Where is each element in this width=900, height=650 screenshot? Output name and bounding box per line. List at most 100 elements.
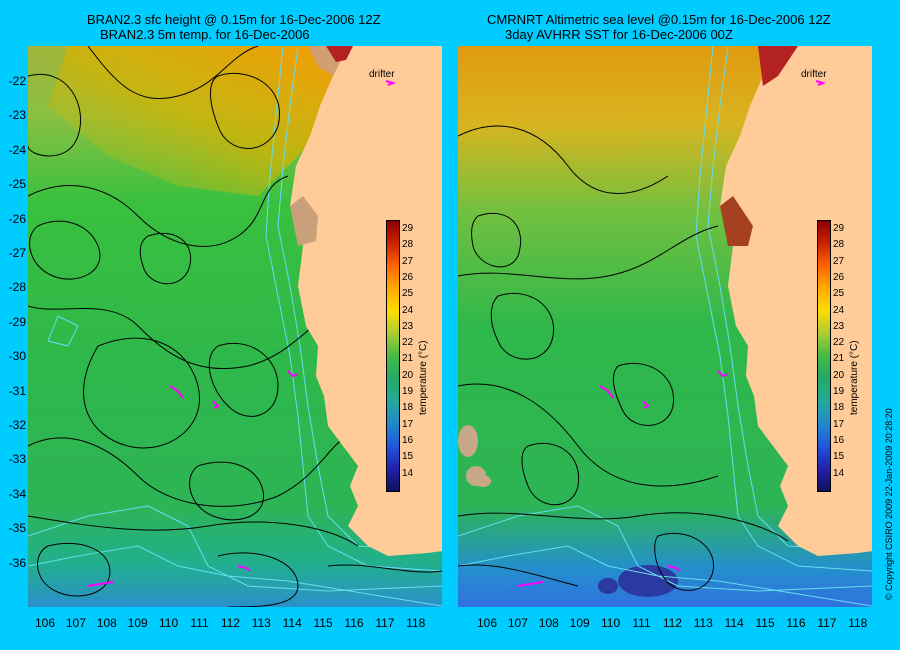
colorbar-tick-label: 14 (402, 467, 414, 479)
colorbar-title: temperature (°C) (849, 340, 860, 415)
warm-water-region (48, 46, 348, 196)
lon-tick-label: 110 (601, 616, 621, 630)
lon-tick-label: 106 (34, 616, 56, 630)
colorbar-title: temperature (°C) (418, 340, 429, 415)
colorbar-tick-label: 26 (833, 271, 845, 283)
colorbar-tick-label: 22 (833, 337, 845, 349)
colorbar-ramp (386, 220, 400, 492)
right-map-panel (458, 46, 872, 607)
lon-tick-label: 117 (375, 616, 395, 630)
land-warm-east (720, 196, 753, 246)
lat-tick-label: -25 (8, 177, 26, 192)
left-map-panel (28, 46, 442, 607)
lon-tick-label: 108 (96, 616, 117, 630)
lon-tick-label: 118 (406, 616, 426, 630)
lat-tick-label: -35 (8, 521, 26, 536)
colorbar-tick-label: 26 (402, 271, 414, 283)
lon-tick-label: 116 (786, 616, 806, 630)
lat-tick-label: -30 (8, 349, 26, 364)
lon-tick-label: 114 (724, 616, 744, 630)
colorbar-tick-label: 29 (402, 223, 414, 234)
colorbar-tick-label: 15 (833, 451, 845, 463)
lat-tick-label: -32 (8, 418, 26, 432)
colorbar-ramp (817, 220, 831, 492)
lon-tick-label: 109 (127, 616, 148, 630)
colorbar-tick-label: 29 (833, 223, 845, 234)
lon-tick-label: 118 (848, 616, 868, 630)
lat-tick-label: -33 (8, 452, 26, 467)
drifter-label-right: drifter (801, 69, 827, 80)
lat-tick-label: -34 (8, 486, 26, 501)
colorbar-tick-label: 17 (833, 418, 845, 430)
colorbar-tick-label: 19 (833, 386, 845, 397)
colorbar-tick-label: 27 (402, 255, 414, 267)
colorbar-tick-label: 18 (833, 402, 845, 414)
lat-tick-label: -27 (8, 246, 26, 260)
lon-tick-label: 111 (632, 616, 651, 630)
colorbar-tick-label: 18 (402, 402, 414, 414)
lon-tick-label: 112 (220, 616, 240, 630)
colorbar-tick-label: 16 (833, 434, 845, 446)
lat-tick-label: -24 (8, 142, 26, 157)
lon-tick-label: 114 (282, 616, 302, 630)
colorbar-tick-label: 23 (833, 320, 845, 332)
land-mass (290, 46, 442, 556)
colorbar-tick-label: 19 (402, 386, 414, 397)
lat-tick-label: -26 (8, 211, 26, 226)
lon-tick-label: 107 (507, 616, 528, 630)
colorbar-tick-label: 20 (833, 369, 845, 381)
lon-tick-label: 110 (159, 616, 179, 630)
lon-tick-label: 107 (65, 616, 86, 630)
colorbar-tick-label: 14 (833, 467, 845, 479)
colorbar-tick-label: 21 (833, 353, 845, 365)
sea-level-contours (458, 125, 789, 591)
lon-tick-label: 109 (569, 616, 590, 630)
colorbar-tick-label: 22 (402, 337, 414, 349)
lat-tick-label: -29 (8, 314, 26, 329)
colorbar-tick-label: 25 (402, 288, 414, 300)
drifter-label-left: drifter (369, 69, 395, 80)
lon-tick-label: 115 (313, 616, 333, 630)
left-map-svg (28, 46, 442, 607)
lon-tick-label: 106 (476, 616, 498, 630)
lon-tick-label: 117 (817, 616, 837, 630)
cold-patches (598, 565, 678, 597)
colorbar-tick-label: 28 (833, 239, 845, 251)
colorbar-tick-label: 23 (402, 320, 414, 332)
lon-tick-label: 111 (190, 616, 209, 630)
lat-tick-label: -31 (8, 383, 26, 398)
colorbar-tick-label: 21 (402, 353, 414, 365)
right-title-line2: 3day AVHRR SST for 16-Dec-2006 00Z (505, 27, 733, 42)
colorbar-tick-label: 27 (833, 255, 845, 267)
colorbar-tick-label: 20 (402, 369, 414, 381)
drifter-tracks (87, 80, 397, 587)
lat-tick-label: -22 (8, 74, 26, 88)
bathymetry-lines (28, 46, 442, 607)
sea-level-contours (28, 46, 442, 607)
lon-tick-label: 113 (251, 616, 271, 630)
copyright-text: © Copyright CSIRO 2009 22-Jan-2009 20:28… (884, 408, 894, 600)
land-warm-north (758, 46, 798, 86)
lon-tick-label: 113 (693, 616, 713, 630)
lat-tick-label: -23 (8, 108, 26, 123)
left-title-line1: BRAN2.3 sfc height @ 0.15m for 16-Dec-20… (87, 12, 381, 27)
right-title-line1: CMRNRT Altimetric sea level @0.15m for 1… (487, 12, 831, 27)
colorbar-tick-label: 25 (833, 288, 845, 300)
lat-tick-label: -28 (8, 280, 26, 295)
colorbar-tick-label: 17 (402, 418, 414, 430)
cloud-mask (458, 425, 491, 487)
land-warm-north (326, 46, 353, 62)
lon-tick-label: 116 (344, 616, 364, 630)
drifter-tracks (517, 80, 827, 587)
lon-tick-label: 112 (662, 616, 682, 630)
land-mass (720, 46, 872, 556)
colorbar-tick-label: 28 (402, 239, 414, 251)
lat-tick-label: -36 (8, 555, 26, 570)
lon-tick-label: 108 (538, 616, 559, 630)
lon-tick-label: 115 (755, 616, 775, 630)
colorbar-tick-label: 24 (833, 304, 845, 316)
land-island (290, 196, 318, 246)
colorbar-tick-label: 15 (402, 451, 414, 463)
right-map-svg (458, 46, 872, 607)
colorbar-tick-label: 16 (402, 434, 414, 446)
